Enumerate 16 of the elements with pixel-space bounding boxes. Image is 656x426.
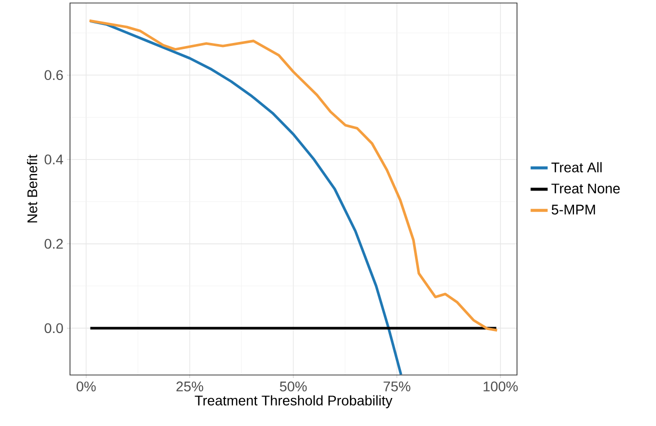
y-tick-label: 0.2 [44, 238, 63, 249]
y-tick-label: 0.6 [44, 70, 63, 80]
legend-label: Treat All [551, 162, 602, 172]
x-tick-label: 50% [280, 382, 307, 392]
y-tick-label: 0.4 [44, 154, 64, 164]
y-tick-label: 0.0 [44, 323, 63, 334]
y-axis-title: Net Benefit [27, 154, 38, 222]
x-tick-label: 100% [484, 382, 518, 392]
legend-label: Treat None [551, 184, 620, 194]
x-axis-title: Treatment Threshold Probability [194, 395, 392, 408]
line-series [88, 19, 498, 332]
line-series [89, 20, 402, 375]
x-tick-label: 75% [384, 382, 410, 392]
legend-label: 5-MPM [552, 204, 595, 215]
x-tick-label: 0% [76, 382, 96, 392]
x-tick-label: 25% [176, 382, 204, 392]
